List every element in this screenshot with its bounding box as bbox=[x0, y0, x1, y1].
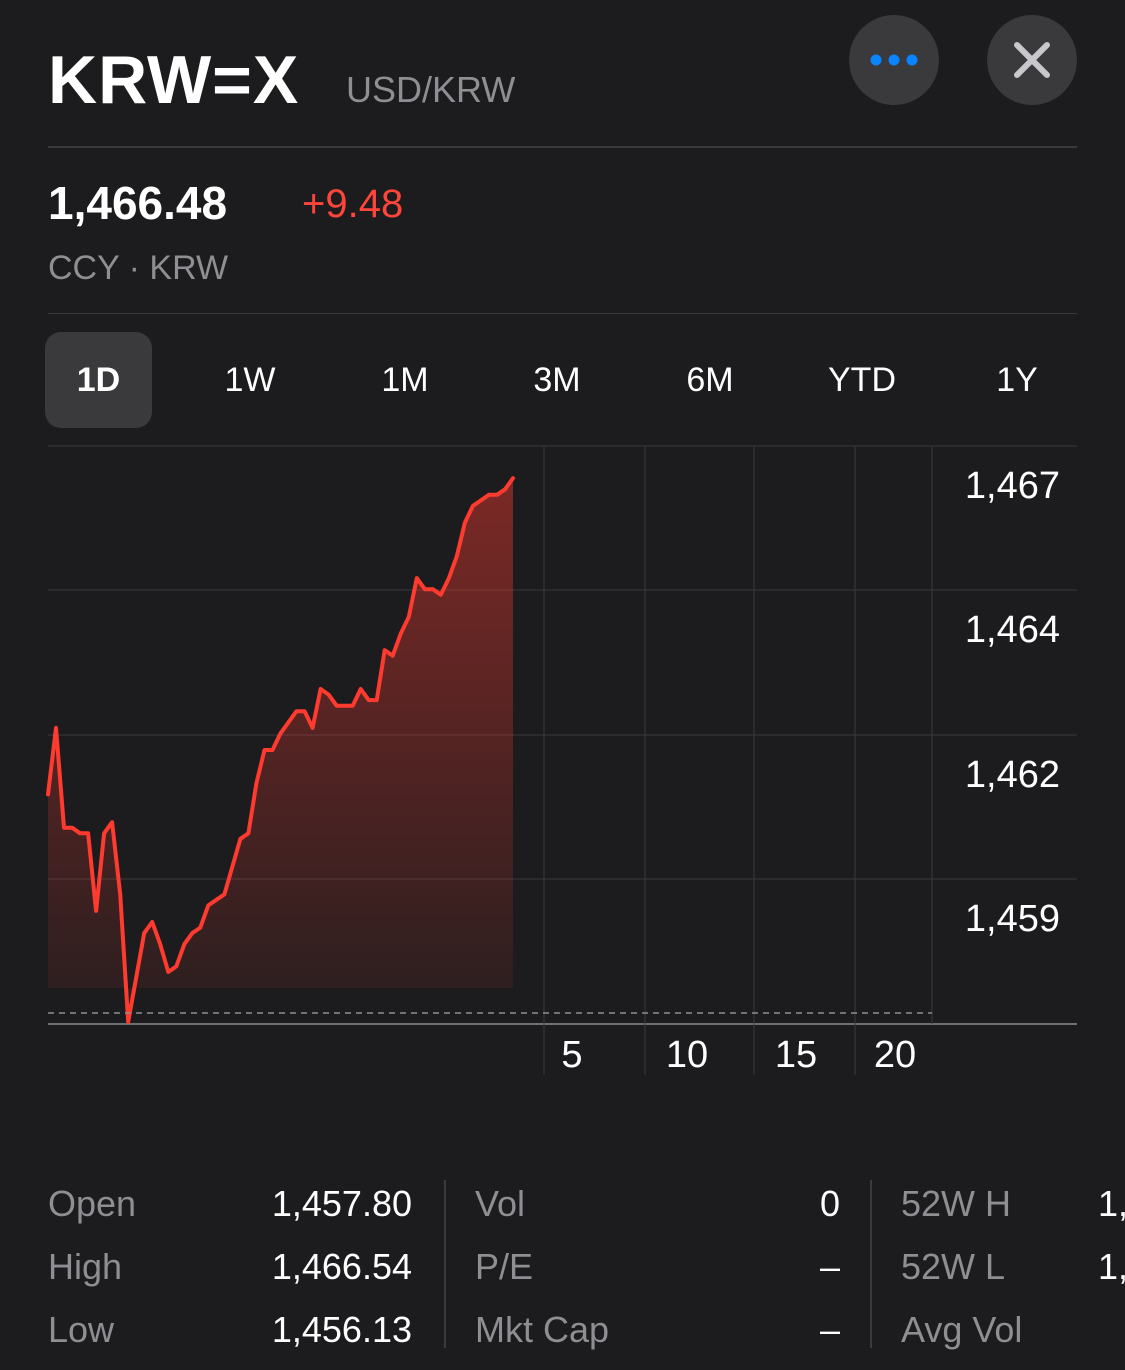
y-tick-label: 1,464 bbox=[965, 609, 1060, 651]
stat-value-pe: – bbox=[819, 1246, 840, 1287]
range-tab-3m[interactable]: 3M bbox=[533, 360, 581, 399]
stat-value-open: 1,457.80 bbox=[271, 1183, 412, 1224]
stat-value-mkt-cap: – bbox=[819, 1309, 840, 1350]
stat-label-mkt-cap: Mkt Cap bbox=[475, 1309, 610, 1350]
stat-label-pe: P/E bbox=[475, 1246, 534, 1287]
close-button[interactable] bbox=[987, 15, 1077, 105]
y-tick-label: 1,459 bbox=[965, 898, 1060, 940]
stat-value-high: 1,466.54 bbox=[271, 1246, 412, 1287]
x-tick-label: 15 bbox=[775, 1034, 817, 1076]
y-tick-label: 1,467 bbox=[965, 465, 1060, 507]
stat-label-avg-vol: Avg Vol bbox=[901, 1309, 1023, 1350]
range-tab-6m[interactable]: 6M bbox=[686, 360, 734, 399]
stat-value-vol: 0 bbox=[819, 1183, 840, 1224]
range-tab-1w[interactable]: 1W bbox=[224, 360, 276, 399]
stat-label-vol: Vol bbox=[475, 1183, 526, 1224]
current-price: 1,466.48 bbox=[48, 177, 228, 229]
ellipsis-icon bbox=[870, 54, 918, 66]
pair-subtitle: USD/KRW bbox=[346, 69, 516, 110]
chart-svg: 1,467 1,464 1,462 1,459 5 10 15 20 bbox=[46, 445, 1077, 1076]
chart-area-fill bbox=[48, 478, 513, 1022]
close-icon bbox=[1014, 42, 1050, 78]
stat-value-low: 1,456.13 bbox=[271, 1309, 412, 1350]
stat-label-52w-high: 52W H bbox=[901, 1183, 1012, 1224]
y-tick-label: 1,462 bbox=[965, 754, 1060, 796]
x-tick-label: 20 bbox=[874, 1034, 916, 1076]
chart-price-line bbox=[46, 476, 515, 1024]
stat-value-52w-low: 1, bbox=[1098, 1246, 1125, 1287]
stats-panel: Open 1,457.80 High 1,466.54 Low 1,456.13… bbox=[48, 1180, 1125, 1370]
stats-divider bbox=[870, 1180, 872, 1348]
more-button[interactable] bbox=[849, 15, 939, 105]
stat-label-high: High bbox=[48, 1246, 123, 1287]
range-tab-1y[interactable]: 1Y bbox=[996, 360, 1038, 399]
x-tick-label: 10 bbox=[666, 1034, 708, 1076]
range-tab-1m[interactable]: 1M bbox=[381, 360, 429, 399]
quote-divider bbox=[48, 313, 1077, 314]
header-divider bbox=[48, 146, 1077, 148]
range-tab-ytd[interactable]: YTD bbox=[828, 360, 896, 399]
stat-label-open: Open bbox=[48, 1183, 137, 1224]
price-chart[interactable]: 1,467 1,464 1,462 1,459 5 10 15 20 bbox=[0, 440, 1125, 1090]
header: KRW=X USD/KRW bbox=[48, 0, 1077, 147]
price-change: +9.48 bbox=[302, 182, 404, 226]
range-selector: 1D 1W 1M 3M 6M YTD 1Y bbox=[45, 332, 1077, 428]
range-tab-1d[interactable]: 1D bbox=[45, 332, 152, 428]
stats-divider bbox=[444, 1180, 446, 1348]
stat-label-low: Low bbox=[48, 1309, 115, 1350]
symbol-title: KRW=X bbox=[48, 42, 300, 118]
stat-value-52w-high: 1, bbox=[1098, 1183, 1125, 1224]
x-tick-label: 5 bbox=[561, 1034, 582, 1076]
stat-label-52w-low: 52W L bbox=[901, 1246, 1006, 1287]
currency-subtitle: CCY · KRW bbox=[48, 249, 229, 287]
